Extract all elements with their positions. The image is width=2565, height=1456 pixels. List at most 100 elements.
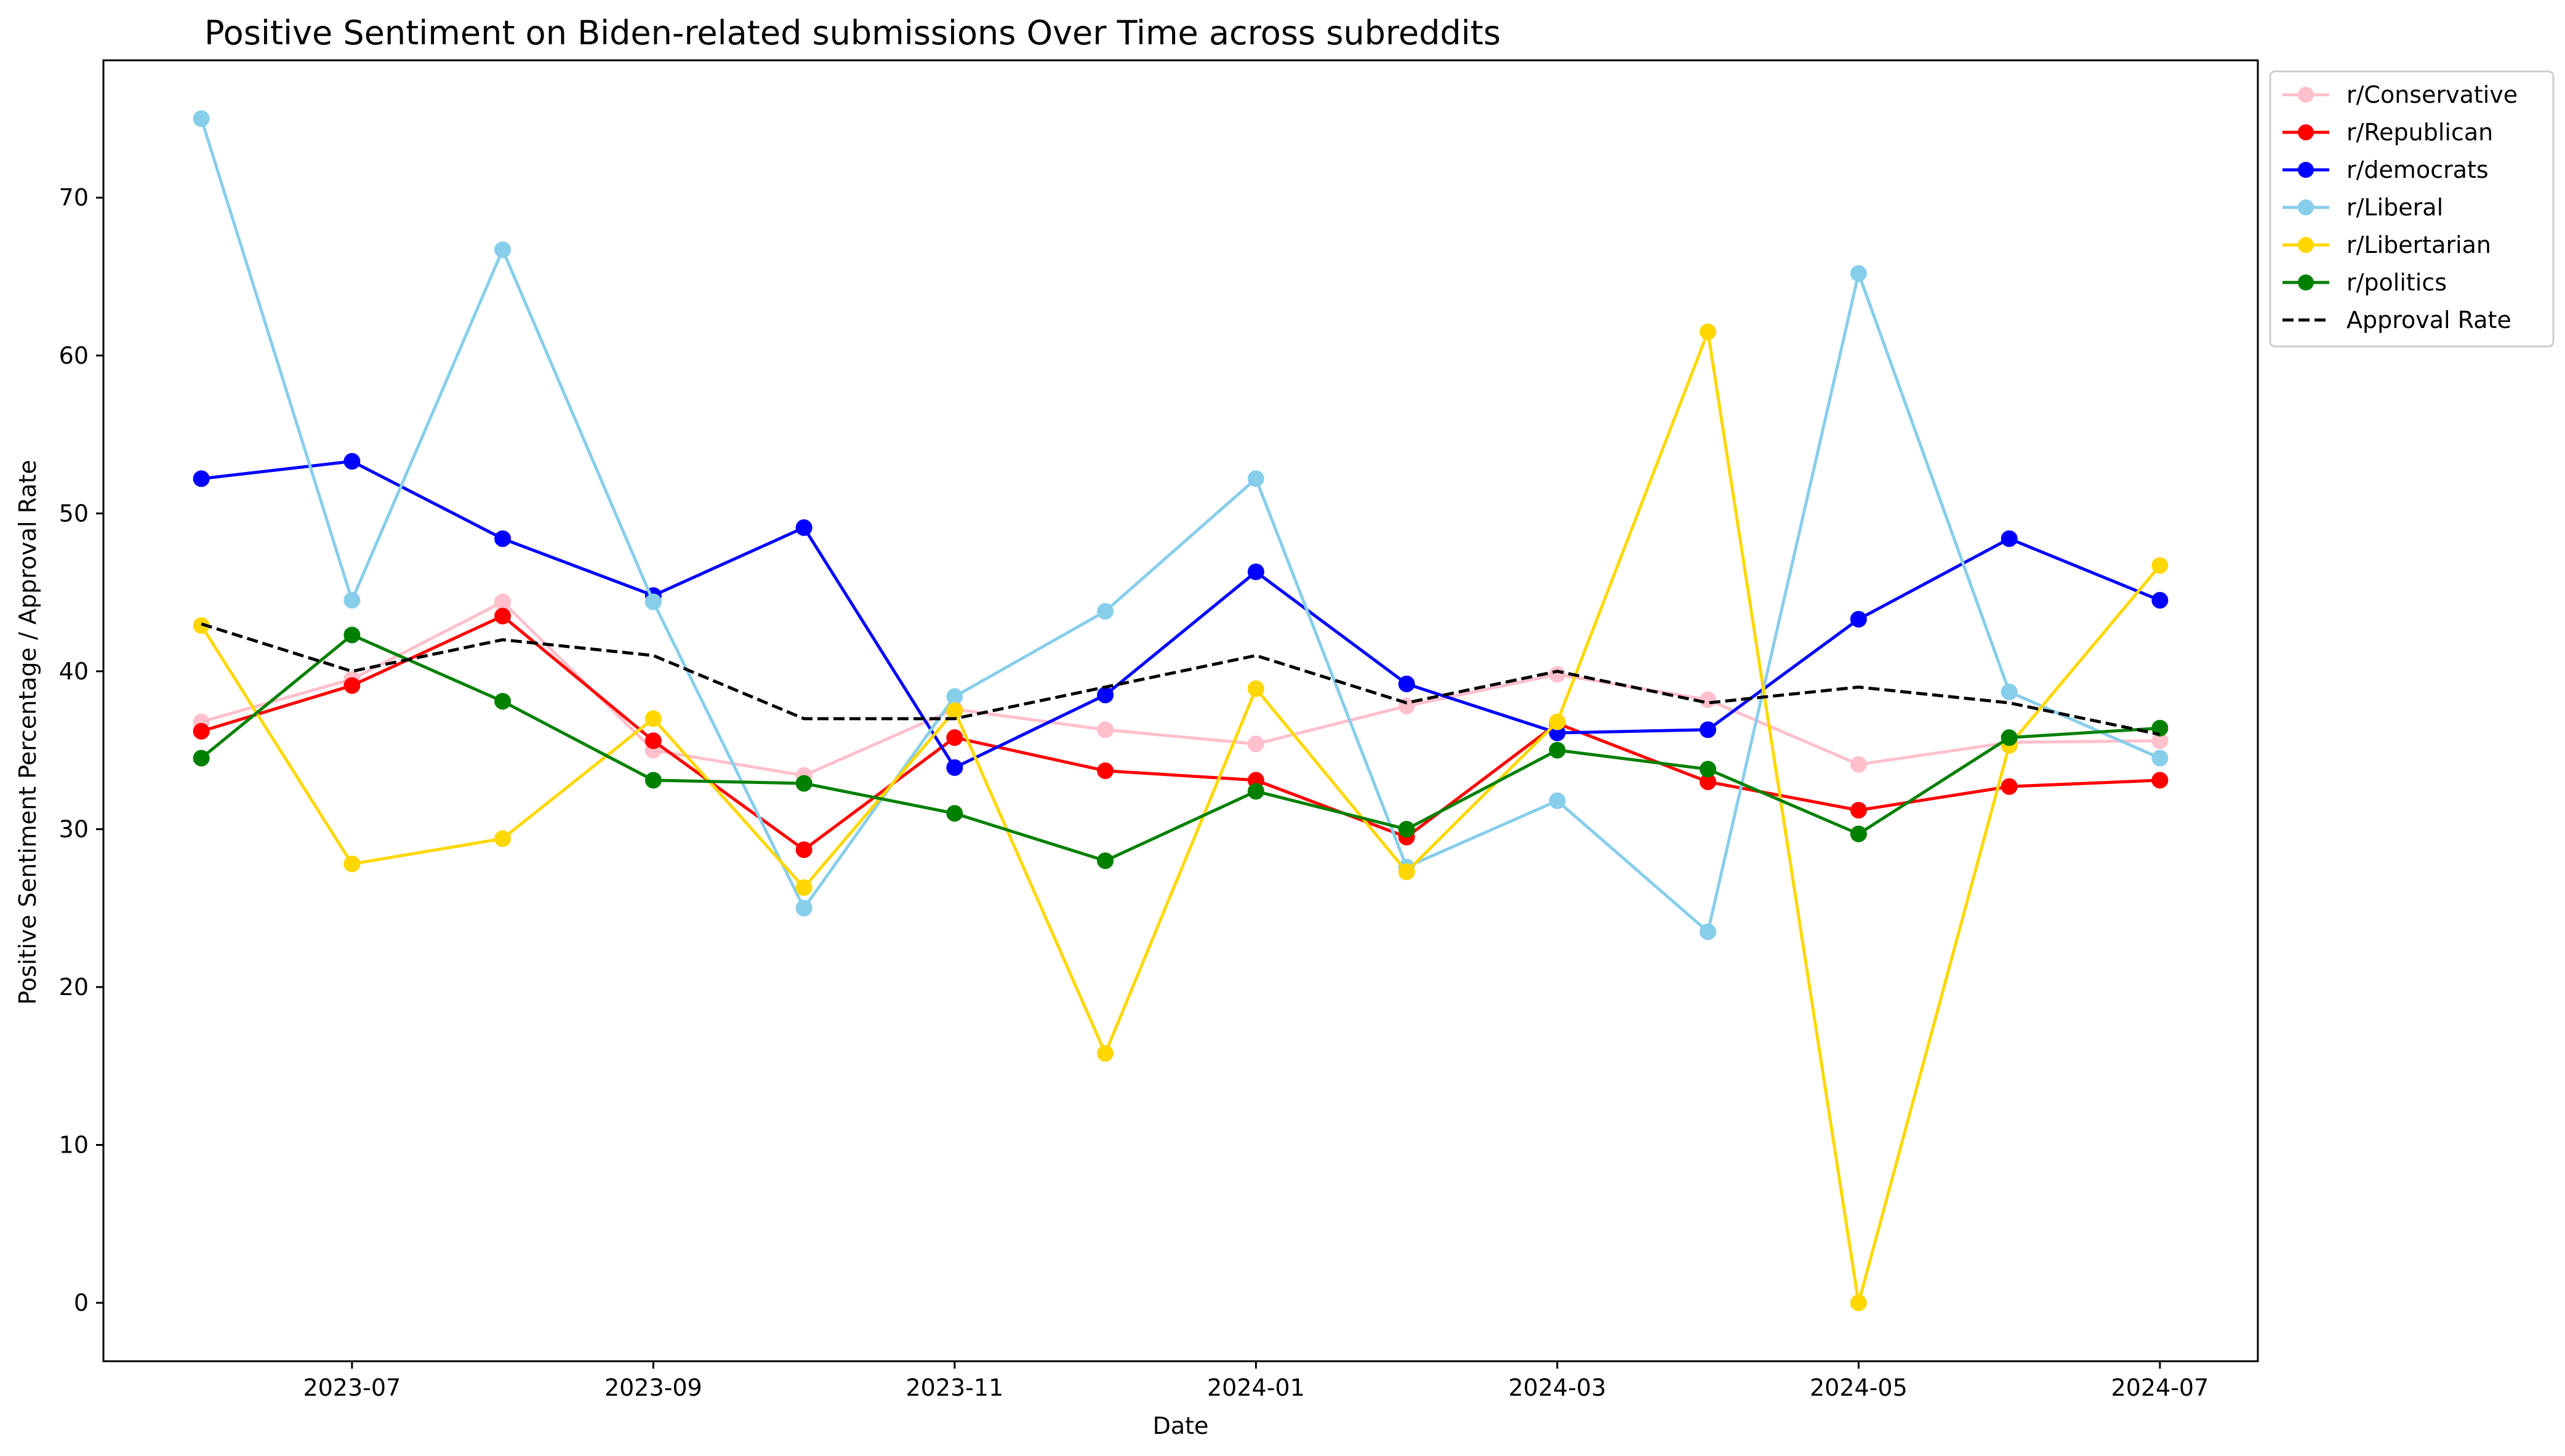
legend-item: r/politics	[2282, 269, 2447, 296]
legend-marker	[2298, 124, 2314, 140]
data-point	[1700, 923, 1717, 940]
data-point	[1247, 735, 1264, 753]
y-tick-label: 30	[59, 815, 89, 842]
data-point	[494, 593, 512, 610]
x-tick-label: 2023-07	[303, 1374, 401, 1401]
data-point	[494, 530, 512, 547]
legend-marker	[2298, 162, 2314, 178]
data-point	[343, 626, 361, 644]
data-point	[1097, 762, 1114, 779]
data-point	[1247, 563, 1264, 580]
data-point	[2151, 750, 2169, 767]
data-point	[1549, 742, 1566, 759]
legend-marker	[2298, 87, 2314, 103]
data-point	[494, 693, 512, 710]
data-point	[946, 729, 963, 746]
data-point	[946, 688, 963, 705]
data-point	[1398, 820, 1415, 838]
data-point	[1850, 265, 1867, 282]
legend-label: Approval Rate	[2346, 306, 2511, 334]
data-point	[644, 732, 662, 750]
series-r-politics	[193, 626, 2169, 870]
legend-item: r/Liberal	[2282, 194, 2443, 221]
legend-item: r/democrats	[2282, 156, 2489, 183]
series-line-r-conservative	[201, 600, 2160, 777]
data-point	[193, 750, 210, 767]
data-point	[2151, 591, 2169, 609]
series-r-libertarian	[193, 323, 2169, 1311]
data-point	[1850, 1294, 1867, 1311]
data-point	[193, 110, 210, 127]
legend-label: r/Conservative	[2346, 81, 2518, 108]
legend-marker	[2298, 199, 2314, 215]
y-tick-label: 40	[59, 658, 89, 685]
legend-marker	[2298, 274, 2314, 290]
data-point	[2151, 557, 2169, 574]
data-point	[2001, 778, 2018, 795]
data-point	[1097, 1045, 1114, 1062]
data-point	[1398, 675, 1415, 692]
x-tick-label: 2024-05	[1810, 1374, 1908, 1401]
x-tick-label: 2023-09	[604, 1374, 702, 1401]
data-point	[193, 722, 210, 740]
data-point	[494, 241, 512, 258]
data-point	[946, 702, 963, 719]
data-point	[795, 775, 813, 792]
data-point	[644, 593, 662, 610]
data-point	[1247, 470, 1264, 487]
legend-label: r/Republican	[2346, 119, 2493, 146]
data-point	[1700, 691, 1717, 708]
data-point	[1700, 761, 1717, 778]
data-point	[644, 710, 662, 727]
data-point	[343, 591, 361, 609]
data-point	[343, 677, 361, 694]
data-point	[795, 900, 813, 917]
y-tick-label: 20	[59, 974, 89, 1001]
data-point	[2151, 772, 2169, 789]
legend-box	[2269, 70, 2555, 348]
legend-marker	[2298, 237, 2314, 253]
data-point	[1850, 825, 1867, 842]
data-point	[946, 759, 963, 776]
legend-label: r/Libertarian	[2346, 231, 2491, 258]
data-point	[1247, 783, 1264, 800]
x-tick-label: 2024-03	[1508, 1374, 1606, 1401]
series-line-r-liberal	[199, 118, 2161, 934]
x-axis-title: Date	[1153, 1412, 1209, 1439]
data-point	[1398, 863, 1415, 881]
legend-label: r/democrats	[2346, 156, 2489, 183]
legend-item: Approval Rate	[2282, 306, 2511, 334]
data-point	[1850, 610, 1867, 628]
plot-area: 0 10 20 30 40 50 60 70 2023-07 2023-09 2023-11 2024…	[59, 59, 2259, 1401]
series-line-r-libertarian	[199, 330, 2161, 1305]
y-tick-label: 60	[59, 342, 89, 369]
data-point	[2001, 683, 2018, 700]
data-point	[343, 855, 361, 873]
legend: r/Conservative r/Republican r/democrats r/L…	[2269, 70, 2555, 348]
data-point	[494, 607, 512, 625]
data-point	[795, 841, 813, 858]
legend-label: r/politics	[2346, 269, 2447, 296]
series-line-r-politics	[200, 633, 2161, 863]
chart-title: Positive Sentiment on Biden-related subm…	[204, 14, 1501, 52]
data-point	[795, 519, 813, 536]
x-tick-label: 2024-07	[2111, 1374, 2209, 1401]
data-point	[1850, 756, 1867, 773]
data-point	[193, 470, 210, 487]
y-tick-label: 70	[59, 184, 89, 211]
y-tick-label: 10	[59, 1132, 89, 1159]
legend-item: r/Conservative	[2282, 81, 2518, 108]
plot-frame	[102, 59, 2259, 1362]
y-tick-label: 0	[74, 1289, 89, 1316]
data-point	[1549, 713, 1566, 730]
data-point	[644, 772, 662, 789]
legend-item: r/Republican	[2282, 119, 2493, 146]
data-point	[343, 453, 361, 470]
y-axis-title: Positive Sentiment Percentage / Approval…	[14, 460, 41, 1005]
data-point	[1097, 686, 1114, 703]
data-point	[1549, 666, 1566, 683]
data-point	[1097, 852, 1114, 870]
